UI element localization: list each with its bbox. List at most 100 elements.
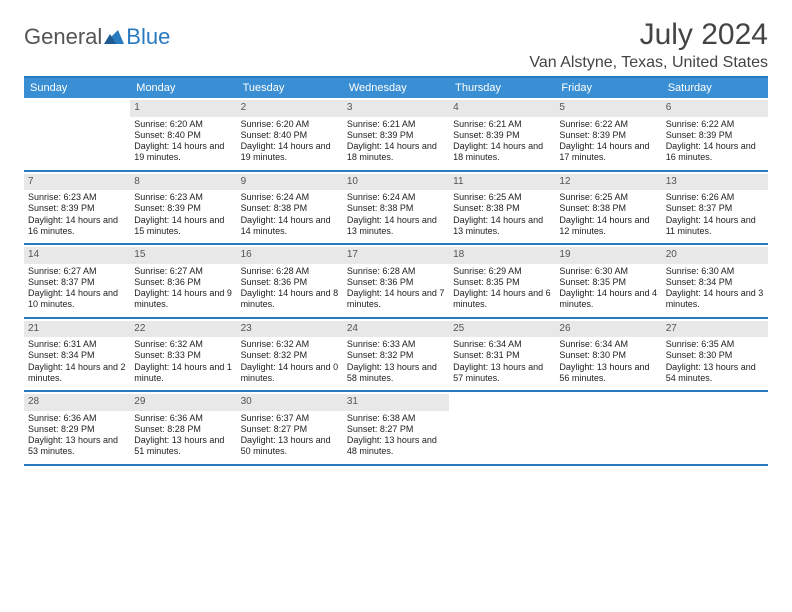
calendar-week: 14Sunrise: 6:27 AMSunset: 8:37 PMDayligh… xyxy=(24,245,768,319)
day-sunrise: Sunrise: 6:30 AM xyxy=(666,266,764,277)
calendar-day: 25Sunrise: 6:34 AMSunset: 8:31 PMDayligh… xyxy=(449,319,555,391)
day-number: 13 xyxy=(662,174,768,191)
calendar-day: 31Sunrise: 6:38 AMSunset: 8:27 PMDayligh… xyxy=(343,392,449,464)
day-sunrise: Sunrise: 6:38 AM xyxy=(347,413,445,424)
calendar: SundayMondayTuesdayWednesdayThursdayFrid… xyxy=(24,76,768,466)
calendar-body: 1Sunrise: 6:20 AMSunset: 8:40 PMDaylight… xyxy=(24,98,768,466)
day-sunrise: Sunrise: 6:29 AM xyxy=(453,266,551,277)
calendar-day: 2 Sunrise: 6:20 AMSunset: 8:40 PMDaylight… xyxy=(237,98,343,170)
day-number: 30 xyxy=(237,394,343,411)
day-sunset: Sunset: 8:38 PM xyxy=(453,203,551,214)
calendar-day xyxy=(449,392,555,464)
calendar-day: 27Sunrise: 6:35 AMSunset: 8:30 PMDayligh… xyxy=(662,319,768,391)
day-sunrise: Sunrise: 6:20 AM xyxy=(241,119,339,130)
calendar-day: 7Sunrise: 6:23 AMSunset: 8:39 PMDaylight… xyxy=(24,172,130,244)
day-sunset: Sunset: 8:39 PM xyxy=(347,130,445,141)
day-sunset: Sunset: 8:33 PM xyxy=(134,350,232,361)
day-daylight: Daylight: 13 hours and 48 minutes. xyxy=(347,435,445,458)
day-number: 5 xyxy=(555,100,661,117)
day-sunrise: Sunrise: 6:30 AM xyxy=(559,266,657,277)
calendar-day: 16Sunrise: 6:28 AMSunset: 8:36 PMDayligh… xyxy=(237,245,343,317)
day-sunset: Sunset: 8:36 PM xyxy=(134,277,232,288)
day-number: 18 xyxy=(449,247,555,264)
day-sunrise: Sunrise: 6:22 AM xyxy=(666,119,764,130)
calendar-day: 19Sunrise: 6:30 AMSunset: 8:35 PMDayligh… xyxy=(555,245,661,317)
day-number: 25 xyxy=(449,321,555,338)
calendar-day: 11Sunrise: 6:25 AMSunset: 8:38 PMDayligh… xyxy=(449,172,555,244)
day-number: 17 xyxy=(343,247,449,264)
day-number: 12 xyxy=(555,174,661,191)
day-sunrise: Sunrise: 6:22 AM xyxy=(559,119,657,130)
weekday-label: Monday xyxy=(130,78,236,98)
day-sunrise: Sunrise: 6:32 AM xyxy=(134,339,232,350)
weekday-row: SundayMondayTuesdayWednesdayThursdayFrid… xyxy=(24,78,768,98)
day-sunset: Sunset: 8:39 PM xyxy=(453,130,551,141)
day-number: 23 xyxy=(237,321,343,338)
day-sunrise: Sunrise: 6:27 AM xyxy=(28,266,126,277)
day-daylight: Daylight: 14 hours and 18 minutes. xyxy=(347,141,445,164)
calendar-day: 5 Sunrise: 6:22 AMSunset: 8:39 PMDaylight… xyxy=(555,98,661,170)
day-sunset: Sunset: 8:39 PM xyxy=(666,130,764,141)
calendar-day: 18Sunrise: 6:29 AMSunset: 8:35 PMDayligh… xyxy=(449,245,555,317)
logo: General Blue xyxy=(24,24,170,50)
day-number: 27 xyxy=(662,321,768,338)
day-daylight: Daylight: 14 hours and 13 minutes. xyxy=(453,215,551,238)
day-daylight: Daylight: 13 hours and 56 minutes. xyxy=(559,362,657,385)
day-number: 4 xyxy=(449,100,555,117)
day-daylight: Daylight: 13 hours and 54 minutes. xyxy=(666,362,764,385)
calendar-week: 21Sunrise: 6:31 AMSunset: 8:34 PMDayligh… xyxy=(24,319,768,393)
day-sunrise: Sunrise: 6:25 AM xyxy=(559,192,657,203)
day-sunset: Sunset: 8:32 PM xyxy=(347,350,445,361)
day-sunrise: Sunrise: 6:20 AM xyxy=(134,119,232,130)
calendar-day: 24Sunrise: 6:33 AMSunset: 8:32 PMDayligh… xyxy=(343,319,449,391)
weekday-label: Friday xyxy=(555,78,661,98)
day-daylight: Daylight: 14 hours and 17 minutes. xyxy=(559,141,657,164)
day-daylight: Daylight: 13 hours and 51 minutes. xyxy=(134,435,232,458)
logo-text-1: General xyxy=(24,24,102,50)
day-sunset: Sunset: 8:30 PM xyxy=(559,350,657,361)
day-daylight: Daylight: 14 hours and 18 minutes. xyxy=(453,141,551,164)
calendar-week: 28Sunrise: 6:36 AMSunset: 8:29 PMDayligh… xyxy=(24,392,768,466)
day-sunset: Sunset: 8:38 PM xyxy=(241,203,339,214)
day-sunset: Sunset: 8:39 PM xyxy=(134,203,232,214)
day-sunset: Sunset: 8:34 PM xyxy=(28,350,126,361)
day-sunset: Sunset: 8:39 PM xyxy=(559,130,657,141)
day-sunset: Sunset: 8:38 PM xyxy=(559,203,657,214)
day-number: 6 xyxy=(662,100,768,117)
day-number: 2 xyxy=(237,100,343,117)
calendar-day: 22Sunrise: 6:32 AMSunset: 8:33 PMDayligh… xyxy=(130,319,236,391)
day-sunrise: Sunrise: 6:25 AM xyxy=(453,192,551,203)
location: Van Alstyne, Texas, United States xyxy=(529,54,768,72)
day-sunset: Sunset: 8:32 PM xyxy=(241,350,339,361)
day-sunset: Sunset: 8:31 PM xyxy=(453,350,551,361)
day-sunrise: Sunrise: 6:36 AM xyxy=(28,413,126,424)
day-number: 26 xyxy=(555,321,661,338)
day-sunset: Sunset: 8:38 PM xyxy=(347,203,445,214)
day-sunrise: Sunrise: 6:34 AM xyxy=(559,339,657,350)
day-sunrise: Sunrise: 6:28 AM xyxy=(241,266,339,277)
day-daylight: Daylight: 13 hours and 57 minutes. xyxy=(453,362,551,385)
day-daylight: Daylight: 14 hours and 7 minutes. xyxy=(347,288,445,311)
calendar-day: 21Sunrise: 6:31 AMSunset: 8:34 PMDayligh… xyxy=(24,319,130,391)
logo-text-2: Blue xyxy=(126,24,170,50)
day-sunset: Sunset: 8:36 PM xyxy=(241,277,339,288)
day-daylight: Daylight: 14 hours and 11 minutes. xyxy=(666,215,764,238)
day-sunrise: Sunrise: 6:26 AM xyxy=(666,192,764,203)
day-daylight: Daylight: 13 hours and 53 minutes. xyxy=(28,435,126,458)
day-daylight: Daylight: 14 hours and 0 minutes. xyxy=(241,362,339,385)
logo-icon xyxy=(104,24,124,50)
day-sunset: Sunset: 8:40 PM xyxy=(241,130,339,141)
day-daylight: Daylight: 14 hours and 19 minutes. xyxy=(241,141,339,164)
day-sunrise: Sunrise: 6:24 AM xyxy=(241,192,339,203)
day-number: 21 xyxy=(24,321,130,338)
weekday-label: Thursday xyxy=(449,78,555,98)
day-sunset: Sunset: 8:28 PM xyxy=(134,424,232,435)
day-sunset: Sunset: 8:27 PM xyxy=(241,424,339,435)
day-daylight: Daylight: 14 hours and 16 minutes. xyxy=(666,141,764,164)
day-number: 15 xyxy=(130,247,236,264)
calendar-day: 14Sunrise: 6:27 AMSunset: 8:37 PMDayligh… xyxy=(24,245,130,317)
day-number: 7 xyxy=(24,174,130,191)
day-number: 22 xyxy=(130,321,236,338)
day-number: 20 xyxy=(662,247,768,264)
day-sunset: Sunset: 8:37 PM xyxy=(666,203,764,214)
